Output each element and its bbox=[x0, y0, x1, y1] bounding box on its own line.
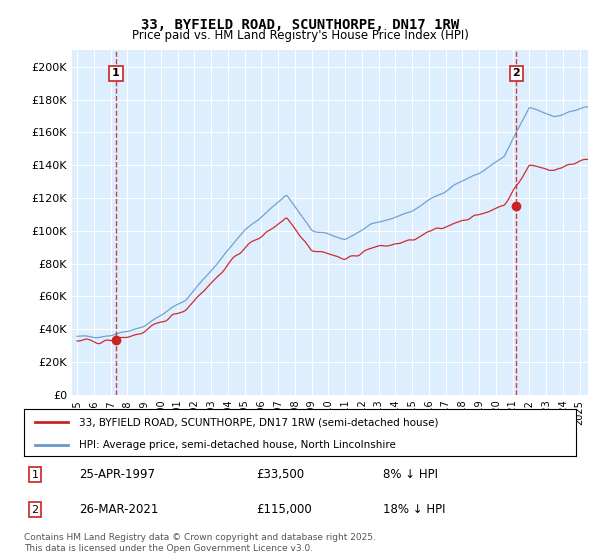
Text: Price paid vs. HM Land Registry's House Price Index (HPI): Price paid vs. HM Land Registry's House … bbox=[131, 29, 469, 42]
Text: 2: 2 bbox=[31, 505, 38, 515]
Text: £115,000: £115,000 bbox=[256, 503, 311, 516]
Text: Contains HM Land Registry data © Crown copyright and database right 2025.
This d: Contains HM Land Registry data © Crown c… bbox=[24, 533, 376, 553]
Text: 26-MAR-2021: 26-MAR-2021 bbox=[79, 503, 158, 516]
Text: HPI: Average price, semi-detached house, North Lincolnshire: HPI: Average price, semi-detached house,… bbox=[79, 440, 396, 450]
Text: 1: 1 bbox=[112, 68, 120, 78]
Text: 1: 1 bbox=[32, 470, 38, 479]
Text: 18% ↓ HPI: 18% ↓ HPI bbox=[383, 503, 445, 516]
Text: 2: 2 bbox=[512, 68, 520, 78]
Text: 8% ↓ HPI: 8% ↓ HPI bbox=[383, 468, 438, 481]
Text: 25-APR-1997: 25-APR-1997 bbox=[79, 468, 155, 481]
Text: £33,500: £33,500 bbox=[256, 468, 304, 481]
Text: 33, BYFIELD ROAD, SCUNTHORPE, DN17 1RW: 33, BYFIELD ROAD, SCUNTHORPE, DN17 1RW bbox=[141, 18, 459, 32]
Text: 33, BYFIELD ROAD, SCUNTHORPE, DN17 1RW (semi-detached house): 33, BYFIELD ROAD, SCUNTHORPE, DN17 1RW (… bbox=[79, 417, 439, 427]
